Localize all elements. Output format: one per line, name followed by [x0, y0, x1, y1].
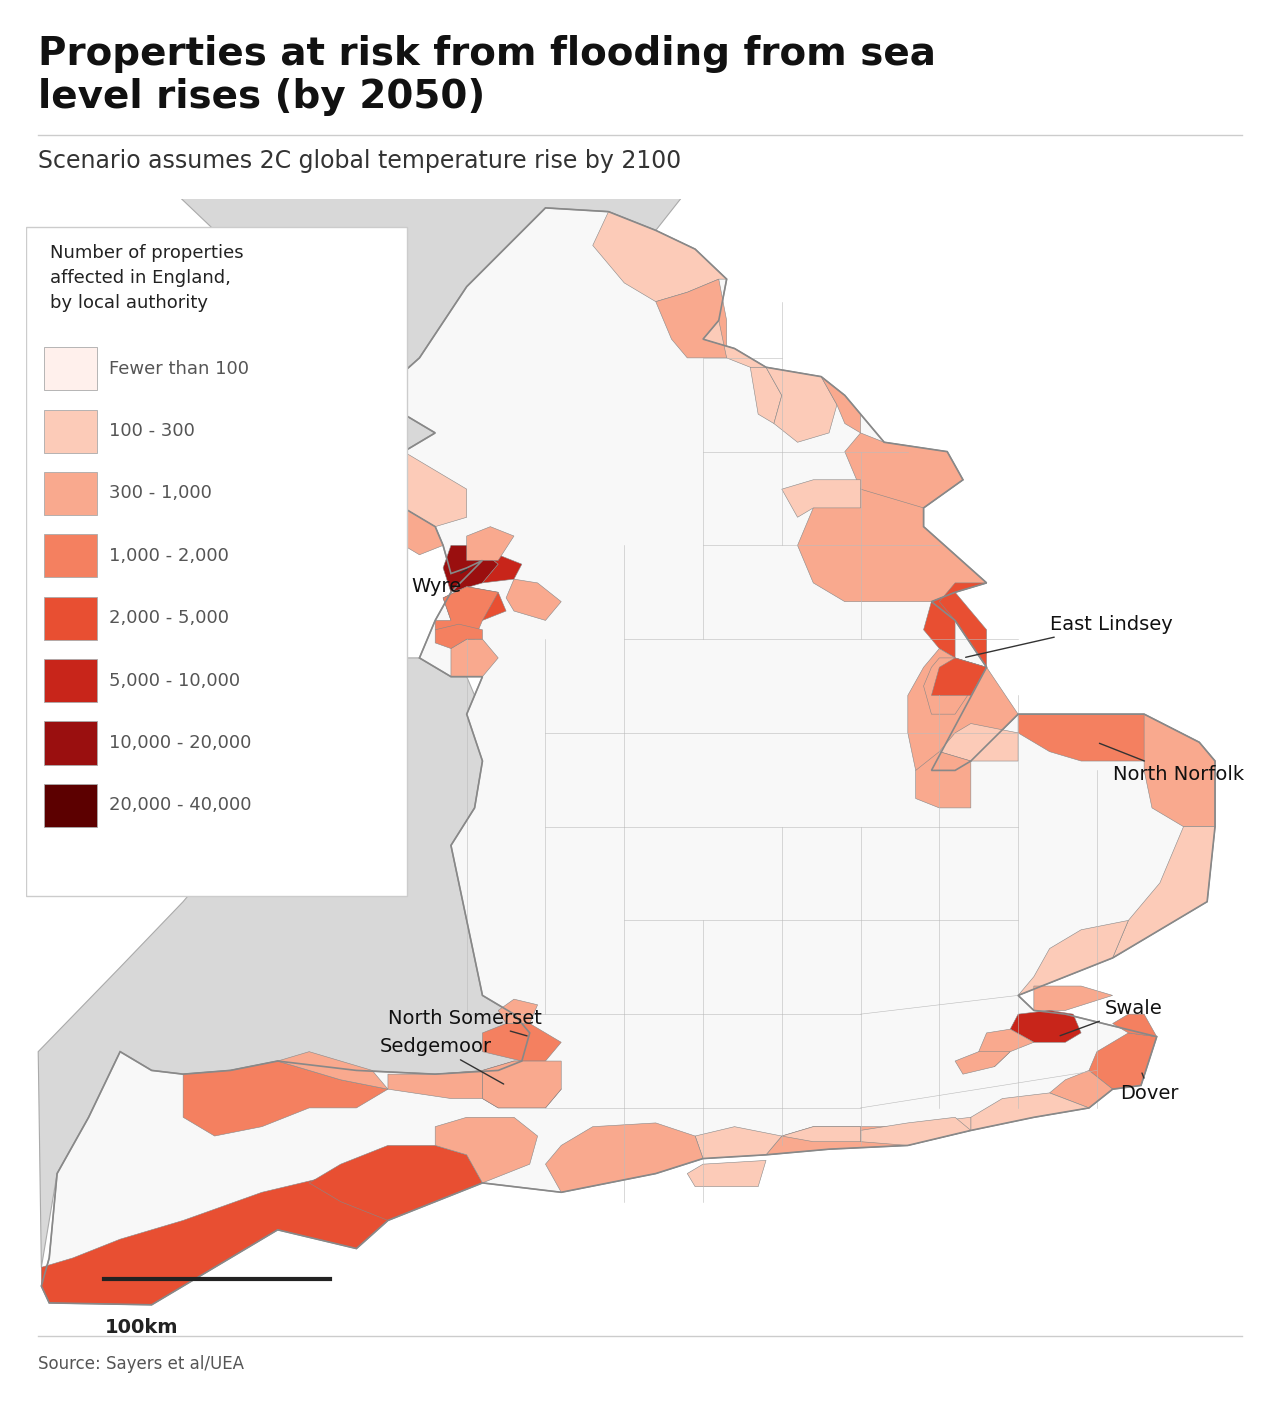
Text: East Lindsey: East Lindsey	[965, 615, 1172, 658]
Polygon shape	[765, 1127, 908, 1154]
Bar	[44, 472, 97, 515]
Text: 100 - 300: 100 - 300	[109, 423, 195, 440]
Polygon shape	[593, 211, 727, 302]
Polygon shape	[860, 1117, 970, 1146]
Text: BBC: BBC	[1155, 1356, 1207, 1378]
Polygon shape	[940, 723, 1018, 761]
Text: Sedgemoor: Sedgemoor	[380, 1037, 503, 1083]
Text: 1,000 - 2,000: 1,000 - 2,000	[109, 547, 229, 564]
Polygon shape	[483, 1024, 561, 1061]
Polygon shape	[1010, 1011, 1082, 1042]
Polygon shape	[750, 367, 782, 424]
Text: Properties at risk from flooding from sea
level rises (by 2050): Properties at risk from flooding from se…	[38, 35, 936, 116]
Polygon shape	[955, 1052, 1010, 1075]
Bar	[44, 722, 97, 764]
Polygon shape	[41, 208, 1215, 1305]
Polygon shape	[900, 1117, 970, 1146]
Polygon shape	[845, 432, 963, 508]
Polygon shape	[1112, 1014, 1157, 1037]
Polygon shape	[765, 367, 837, 442]
Polygon shape	[1144, 715, 1215, 827]
Polygon shape	[183, 1061, 388, 1136]
Bar	[44, 410, 97, 452]
Polygon shape	[467, 526, 515, 560]
Polygon shape	[655, 279, 727, 357]
Polygon shape	[506, 579, 561, 621]
Polygon shape	[380, 452, 467, 526]
Polygon shape	[498, 1000, 538, 1024]
Polygon shape	[797, 471, 987, 601]
Text: Scenario assumes 2C global temperature rise by 2100: Scenario assumes 2C global temperature r…	[38, 149, 682, 173]
Polygon shape	[970, 1093, 1089, 1130]
Polygon shape	[1018, 920, 1129, 995]
Polygon shape	[1018, 715, 1215, 761]
Polygon shape	[545, 1123, 703, 1193]
Polygon shape	[278, 1052, 388, 1089]
Polygon shape	[435, 624, 483, 648]
Bar	[44, 659, 97, 702]
Polygon shape	[1034, 986, 1112, 1011]
Polygon shape	[1050, 1071, 1112, 1107]
Text: Wyre: Wyre	[412, 569, 467, 597]
Polygon shape	[475, 546, 522, 583]
Polygon shape	[443, 546, 498, 593]
Polygon shape	[932, 658, 987, 695]
Polygon shape	[924, 658, 987, 715]
Polygon shape	[687, 1160, 765, 1187]
Bar	[44, 535, 97, 577]
FancyBboxPatch shape	[26, 227, 407, 896]
Polygon shape	[932, 583, 987, 621]
Polygon shape	[822, 377, 860, 432]
Text: 100km: 100km	[105, 1319, 178, 1337]
Bar	[44, 347, 97, 390]
Text: Fewer than 100: Fewer than 100	[109, 360, 250, 377]
Polygon shape	[38, 658, 522, 1268]
Polygon shape	[979, 1029, 1034, 1066]
Text: 2,000 - 5,000: 2,000 - 5,000	[109, 610, 229, 627]
Polygon shape	[483, 1061, 561, 1107]
Polygon shape	[908, 648, 1018, 770]
Polygon shape	[703, 320, 765, 367]
Polygon shape	[435, 587, 498, 640]
Polygon shape	[924, 593, 987, 668]
Text: Swale: Swale	[1060, 1000, 1162, 1035]
Polygon shape	[451, 640, 498, 676]
Text: 5,000 - 10,000: 5,000 - 10,000	[109, 672, 241, 689]
Polygon shape	[695, 1127, 782, 1159]
Polygon shape	[1112, 827, 1215, 959]
Text: North Somerset: North Somerset	[388, 1008, 541, 1037]
Text: Source: Sayers et al/UEA: Source: Sayers et al/UEA	[38, 1356, 244, 1373]
Polygon shape	[310, 1146, 483, 1221]
Text: Dover: Dover	[1120, 1073, 1179, 1103]
Polygon shape	[443, 587, 506, 621]
Polygon shape	[41, 1174, 403, 1305]
Text: 10,000 - 20,000: 10,000 - 20,000	[109, 735, 252, 752]
Text: Number of properties
affected in England,
by local authority: Number of properties affected in England…	[50, 244, 243, 312]
Bar	[44, 784, 97, 827]
Text: 300 - 1,000: 300 - 1,000	[109, 485, 212, 502]
Polygon shape	[1089, 1032, 1157, 1089]
Polygon shape	[782, 1127, 860, 1141]
Polygon shape	[915, 752, 970, 808]
Text: North Norfolk: North Norfolk	[1100, 743, 1244, 784]
Polygon shape	[483, 1061, 561, 1107]
Polygon shape	[388, 1071, 483, 1099]
Polygon shape	[73, 0, 703, 479]
Polygon shape	[782, 479, 860, 518]
Polygon shape	[435, 1117, 538, 1183]
Bar	[44, 597, 97, 640]
Text: 20,000 - 40,000: 20,000 - 40,000	[109, 797, 252, 814]
Polygon shape	[380, 479, 443, 554]
